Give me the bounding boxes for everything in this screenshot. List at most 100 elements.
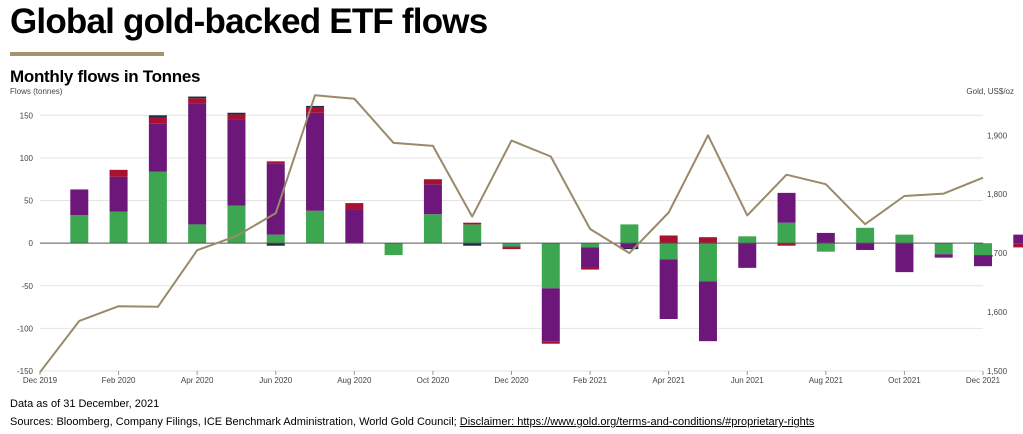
- y-tick-label: 100: [20, 154, 34, 163]
- y-tick-label: -50: [21, 282, 33, 291]
- y-tick-label: 50: [24, 197, 33, 206]
- bar-segment: [541, 243, 560, 289]
- bar-segment: [738, 236, 757, 244]
- bar-segment: [659, 235, 678, 244]
- bar-segment: [620, 224, 639, 244]
- sources-note: Sources: Bloomberg, Company Filings, ICE…: [10, 416, 814, 428]
- y-axis-title: Flows (tonnes): [10, 87, 63, 96]
- bar-segment: [620, 243, 639, 248]
- bar-segment: [148, 123, 167, 172]
- x-tick-label: Apr 2020: [181, 376, 214, 385]
- bar-segment: [895, 243, 914, 273]
- bar-segment: [423, 214, 442, 244]
- bar-segment: [188, 224, 207, 244]
- y-tick-label: -100: [17, 324, 34, 333]
- bar-segment: [502, 246, 521, 248]
- disclaimer-link[interactable]: Disclaimer: https://www.gold.org/terms-a…: [459, 416, 815, 428]
- bar-segment: [423, 179, 442, 185]
- bar-segment: [974, 243, 992, 256]
- bar-segment: [148, 117, 167, 124]
- flows-chart: Flows (tonnes) Gold, US$/oz -150 -100 -50 0 50…: [10, 87, 1023, 385]
- y-tick-label: 0: [29, 239, 34, 248]
- y2-tick-label: 1,800: [987, 190, 1008, 199]
- bar-segment: [581, 243, 600, 248]
- x-tick-label: Aug 2021: [809, 376, 844, 385]
- y2-tick-label: 1,500: [987, 367, 1008, 376]
- bar-segment: [345, 209, 364, 244]
- y2-axis-title: Gold, US$/oz: [966, 87, 1014, 96]
- y2-tick-label: 1,700: [987, 249, 1008, 258]
- bar-segment: [266, 161, 285, 164]
- gold-price-line: [39, 94, 984, 373]
- bar-segment: [227, 114, 246, 120]
- bar-segment: [856, 243, 875, 250]
- bar-segment: [109, 169, 128, 177]
- bar-segment: [934, 254, 953, 258]
- bar-segment: [698, 281, 717, 342]
- bar-segment: [188, 96, 207, 99]
- bar-segment: [109, 176, 128, 212]
- x-tick-label: Feb 2020: [102, 376, 136, 385]
- y-tick-label: -150: [17, 367, 34, 376]
- bar-segment: [266, 243, 285, 246]
- chart-subtitle: Monthly flows in Tonnes: [10, 67, 201, 86]
- bar-segment: [620, 247, 639, 250]
- bar-segment: [895, 234, 914, 244]
- bar-segment: [463, 224, 482, 244]
- x-tick-label: Oct 2021: [888, 376, 921, 385]
- bar-segment: [659, 259, 678, 320]
- bar-segment: [70, 215, 89, 244]
- bar-segment: [541, 288, 560, 342]
- x-tick-label: Dec 2020: [494, 376, 529, 385]
- bar-segment: [345, 203, 364, 210]
- x-tick-label: Aug 2020: [337, 376, 372, 385]
- bar-segment: [856, 227, 875, 244]
- bar-segment: [974, 255, 992, 267]
- bar-segment: [659, 243, 678, 260]
- bar-segment: [70, 189, 89, 216]
- bar-segment: [738, 243, 757, 268]
- bar-segment: [934, 243, 953, 255]
- x-tick-label: Oct 2020: [417, 376, 450, 385]
- bar-segment: [502, 243, 521, 247]
- bar-segment: [581, 267, 600, 270]
- bar-segment: [423, 184, 442, 215]
- bar-segment: [188, 103, 207, 225]
- bar-segment: [777, 243, 796, 246]
- bar-segment: [148, 171, 167, 244]
- title-accent-rule: [10, 52, 164, 56]
- sources-text: Sources: Bloomberg, Company Filings, ICE…: [10, 416, 460, 428]
- bar-segment: [227, 112, 246, 115]
- page-title: Global gold-backed ETF flows: [10, 2, 488, 41]
- y2-tick-label: 1,900: [987, 131, 1008, 140]
- bar-segment: [384, 243, 403, 256]
- y-tick-label: 150: [20, 111, 34, 120]
- x-tick-label: Jun 2021: [731, 376, 764, 385]
- bar-segment: [698, 237, 717, 244]
- bar-segment: [306, 105, 325, 108]
- x-tick-label: Jun 2020: [259, 376, 292, 385]
- bar-segment: [502, 247, 521, 250]
- bar-segment: [463, 222, 482, 225]
- bar-segment: [816, 243, 835, 252]
- bar-segment: [306, 112, 325, 211]
- x-tick-label: Dec 2021: [966, 376, 1001, 385]
- bar-segment: [1013, 234, 1023, 244]
- bar-segment: [188, 98, 207, 104]
- bar-segment: [109, 211, 128, 244]
- bar-segment: [581, 247, 600, 268]
- bar-segment: [227, 119, 246, 206]
- x-tick-label: Dec 2019: [23, 376, 58, 385]
- bar-segment: [266, 234, 285, 244]
- bar-segment: [541, 341, 560, 344]
- x-tick-label: Apr 2021: [652, 376, 685, 385]
- y2-tick-label: 1,600: [987, 308, 1008, 317]
- bar-segment: [1013, 243, 1023, 248]
- bar-segment: [777, 192, 796, 223]
- x-tick-label: Feb 2021: [573, 376, 607, 385]
- bar-segment: [306, 210, 325, 244]
- bar-segment: [777, 222, 796, 244]
- bar-segment: [463, 243, 482, 246]
- bar-segment: [698, 243, 717, 282]
- data-date-note: Data as of 31 December, 2021: [10, 398, 160, 410]
